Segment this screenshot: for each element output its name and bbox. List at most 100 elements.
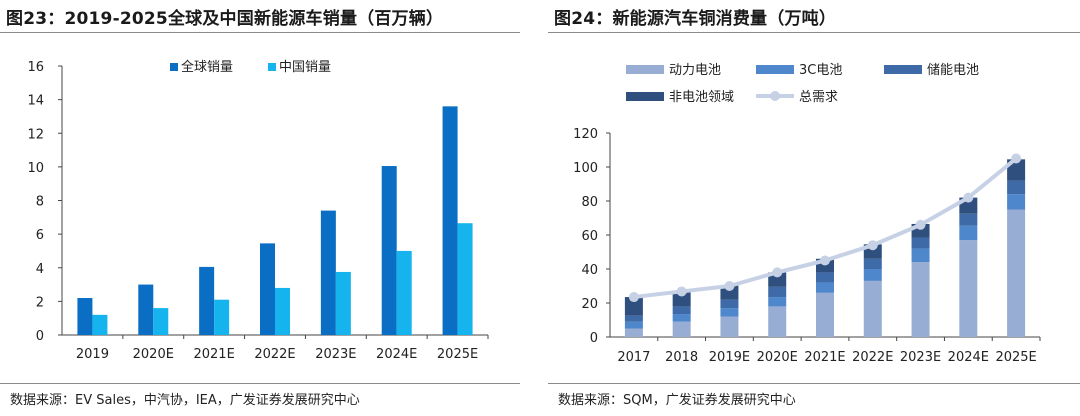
right-x-tick-label: 2023E [900,350,941,365]
storage-battery-bar [959,213,978,226]
power-battery-bar [863,280,882,337]
legend-label-china: 中国销量 [279,60,331,75]
legend-label-storage-battery: 储能电池 [927,63,979,78]
total-demand-point [676,286,687,297]
legend-swatch-non-battery [626,92,664,101]
power-battery-bar [816,292,834,337]
total-demand-point [772,267,783,278]
global-sales-bar [77,298,93,335]
non-battery-bar [720,285,739,300]
left-chart-svg: 0 2 4 6 8 10 12 14 16 2019 2020E 2021E 2022E 2023E 202… [27,59,489,362]
c3-battery-bar [624,321,643,329]
right-x-tick-label: 2017 [617,350,650,365]
left-x-tick-label: 2022E [254,347,295,362]
legend-swatch-c3-battery [756,65,794,74]
legend-label-power-battery: 动力电池 [669,63,721,78]
right-y-tick-label: 80 [581,195,598,210]
china-sales-bar [153,308,169,335]
legend-label-total: 总需求 [799,90,838,105]
c3-battery-bar [672,314,691,322]
left-x-tick-label: 2023E [315,347,356,362]
legend-swatch-china [268,63,276,71]
total-demand-point [867,240,878,251]
right-x-tick-label: 2018 [665,350,698,365]
left-y-tick-label: 2 [36,295,44,310]
legend-swatch-storage-battery [884,65,922,74]
total-demand-point [915,219,926,230]
right-x-tick-label: 2019E [709,350,750,365]
china-sales-bar [396,250,412,335]
right-x-tick-label: 2025E [995,350,1036,365]
left-x-tick-label: 2019 [76,347,109,362]
c3-battery-bar [911,248,930,263]
right-x-tick-label: 2020E [757,350,798,365]
legend-swatch-global [170,63,178,71]
right-source-note: 数据来源：SQM，广发证券发展研究中心 [558,393,796,408]
power-battery-bar [1007,209,1026,337]
china-sales-bar [335,271,351,335]
china-sales-bar [92,314,108,335]
storage-battery-bar [720,299,739,309]
storage-battery-bar [672,306,691,315]
power-battery-bar [959,240,978,337]
right-x-tick-label: 2022E [852,350,893,365]
storage-battery-bar [816,272,834,283]
left-x-tick-label: 2025E [437,347,478,362]
left-y-tick-label: 16 [27,60,44,75]
china-sales-bar [275,287,290,335]
right-bottom-rule [548,383,1080,384]
left-y-tick-label: 0 [36,329,44,344]
left-y-tick-label: 6 [36,228,44,243]
left-x-tick-label: 2021E [193,347,234,362]
global-sales-bar [199,266,215,335]
storage-battery-bar [768,286,787,298]
left-bottom-rule [0,383,520,384]
storage-battery-bar [863,258,882,269]
right-y-tick-label: 40 [581,263,598,278]
right-x-tick-label: 2024E [948,350,989,365]
right-x-tick-label: 2021E [804,350,845,365]
power-battery-bar [624,328,643,337]
global-sales-bar [442,106,458,335]
left-y-tick-label: 4 [36,262,44,277]
total-demand-point [820,255,830,266]
power-battery-bar [768,306,787,337]
left-top-rule [0,32,520,33]
global-sales-bar [320,210,336,335]
legend-label-global: 全球销量 [181,59,233,75]
left-source-note: 数据来源：EV Sales，中汽协，IEA，广发证券发展研究中心 [10,393,360,408]
non-battery-bar [672,291,691,307]
left-chart-panel: 图23：2019-2025全球及中国新能源车销量（百万辆） 0 2 4 6 8 10 12 1… [0,0,520,416]
total-demand-point [963,192,974,203]
c3-battery-bar [863,269,882,281]
total-demand-point [724,281,735,291]
right-y-tick-label: 0 [590,331,598,346]
right-y-tick-label: 120 [573,127,598,142]
right-top-rule [548,32,1080,33]
left-x-tick-label: 2024E [376,347,417,362]
right-y-tick-label: 20 [581,297,598,312]
right-chart-title: 图24：新能源汽车铜消费量（万吨） [554,9,837,29]
total-demand-point [628,292,639,303]
right-chart-panel: 图24：新能源汽车铜消费量（万吨） 0 20 40 60 80 100 120 2017 201… [548,0,1080,416]
storage-battery-bar [1007,180,1026,195]
legend-swatch-power-battery [626,65,664,74]
c3-battery-bar [959,225,978,241]
left-x-tick-label: 2020E [133,347,174,362]
left-y-tick-label: 12 [27,127,44,142]
total-demand-point [1011,153,1022,164]
global-sales-bar [138,284,154,335]
global-sales-bar [381,166,397,335]
c3-battery-bar [720,308,739,317]
c3-battery-bar [1007,194,1026,210]
right-y-tick-label: 100 [573,161,598,176]
power-battery-bar [720,316,739,337]
right-y-tick-label: 60 [581,229,598,244]
china-sales-bar [214,299,230,335]
non-battery-bar [768,272,787,287]
non-battery-bar [624,297,643,316]
legend-label-c3-battery: 3C电池 [799,63,842,78]
left-y-tick-label: 14 [27,94,44,109]
legend-label-non-battery: 非电池领域 [669,90,734,105]
global-sales-bar [260,243,275,335]
